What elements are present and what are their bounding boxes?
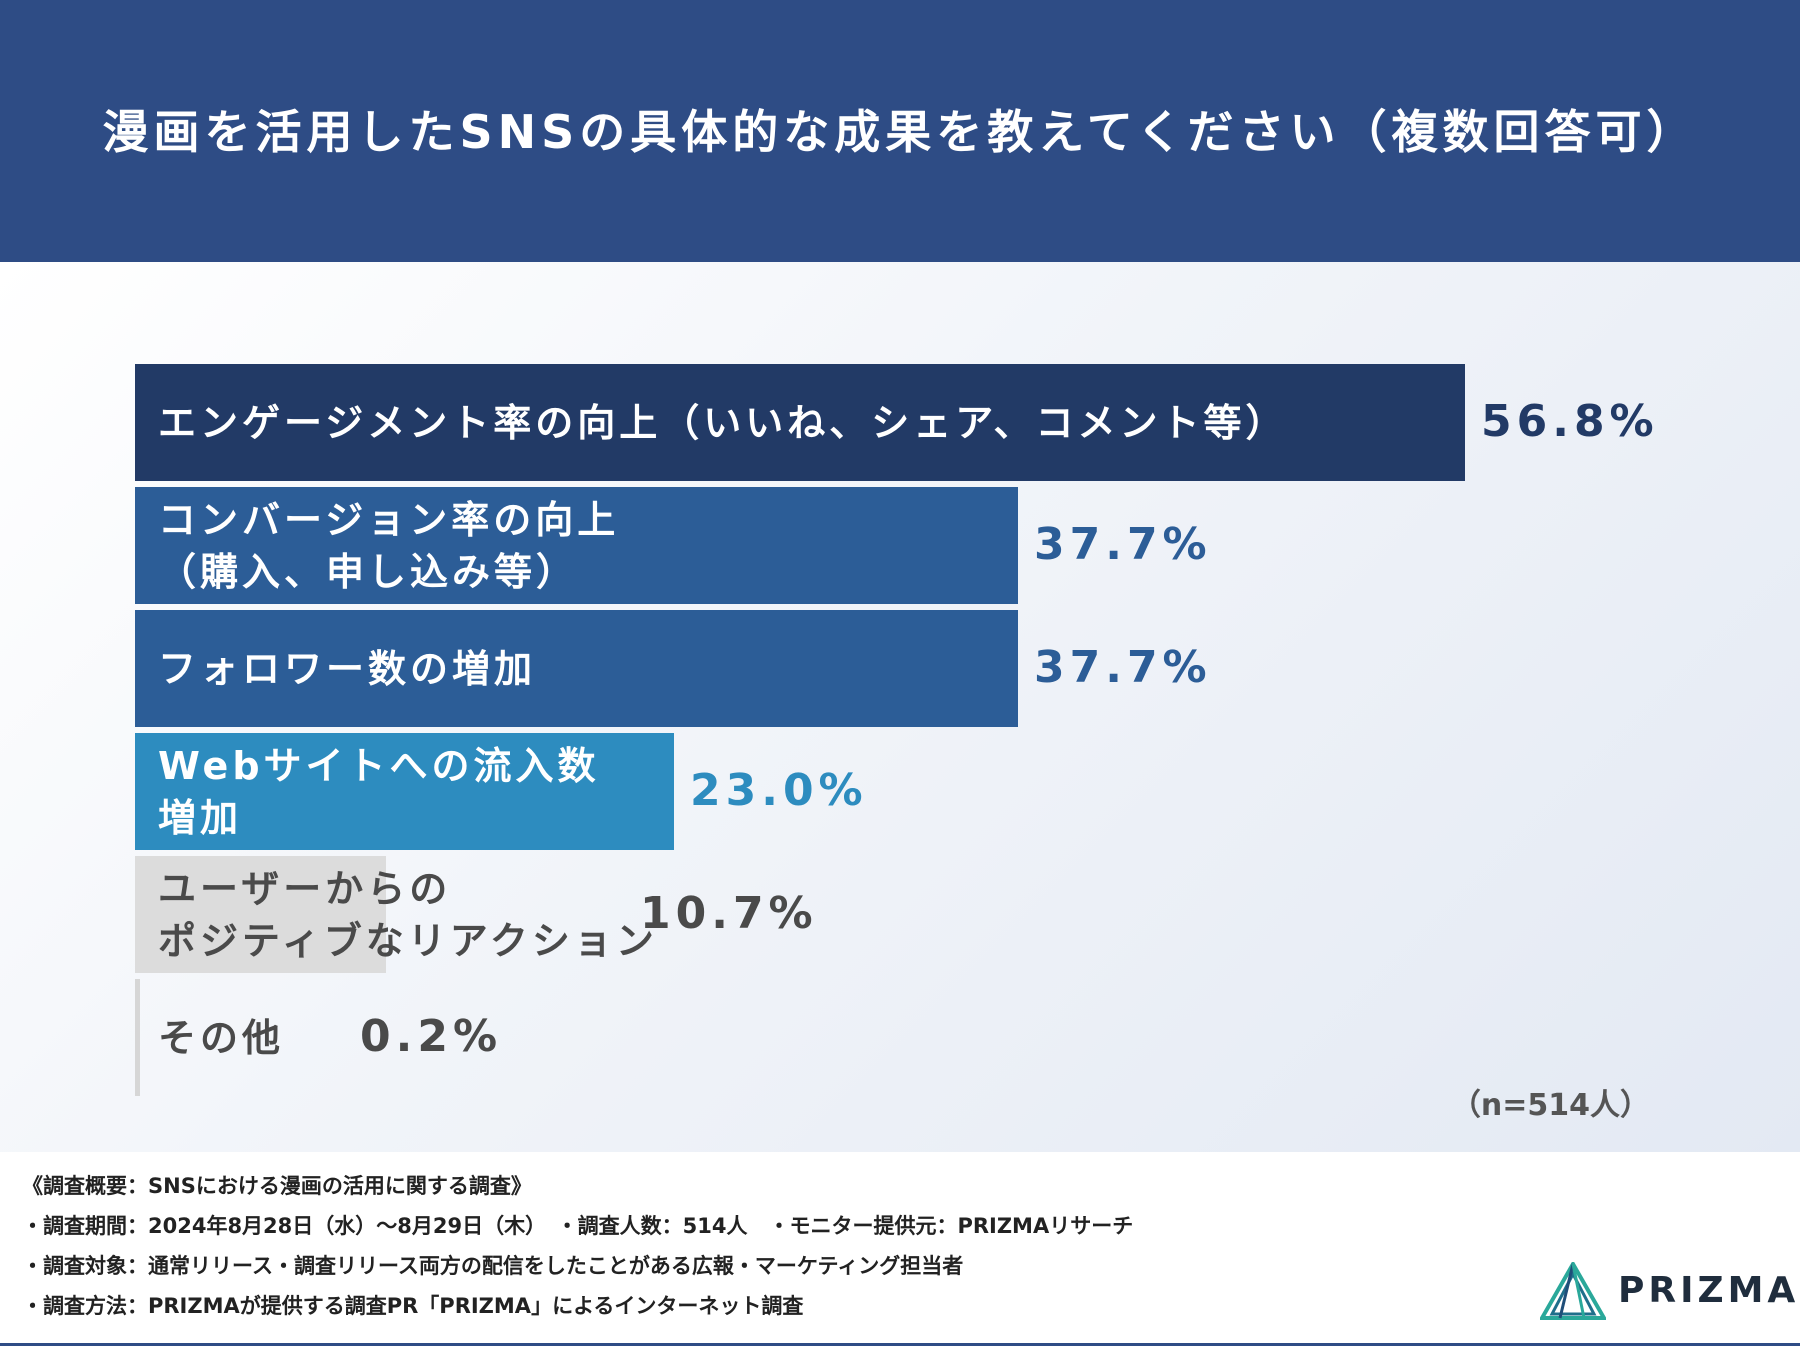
bar-value-4: 23.0%	[690, 764, 868, 816]
bar-label-6: その他	[158, 1015, 285, 1060]
bar-value-2: 37.7%	[1034, 518, 1212, 570]
bar-label-1: エンゲージメント率の向上（いいね、シェア、コメント等）	[158, 400, 1288, 445]
survey-target-line: ・調査対象：通常リリース・調査リリース両方の配信をしたことがある広報・マーケティ…	[22, 1254, 964, 1278]
bar-label-2: コンバージョン率の向上 （購入、申し込み等）	[158, 497, 620, 594]
bar-value-1: 56.8%	[1481, 395, 1659, 447]
logo-text: PRIZMA	[1618, 1270, 1800, 1311]
bar-label-5: ユーザーからの ポジティブなリアクション	[158, 866, 658, 963]
bar-6	[135, 979, 140, 1096]
bar-3	[135, 610, 1018, 727]
bar-5	[135, 856, 386, 973]
bar-value-5: 10.7%	[640, 887, 818, 939]
bar-1	[135, 364, 1465, 481]
bar-label-3: フォロワー数の増加	[158, 646, 537, 691]
survey-method-line: ・調査方法：PRIZMAが提供する調査PR「PRIZMA」によるインターネット調…	[22, 1294, 804, 1318]
bar-value-3: 37.7%	[1034, 641, 1212, 693]
bar-4	[135, 733, 674, 850]
prizma-logo: PRIZMA	[1538, 1259, 1795, 1322]
bar-label-4: Webサイトへの流入数 増加	[158, 743, 600, 840]
survey-title: 《調査概要：SNSにおける漫画の活用に関する調査》	[22, 1174, 532, 1198]
sample-size-note: （n=514人）	[1450, 1088, 1650, 1123]
bar-2	[135, 487, 1018, 604]
bottom-rule	[0, 1343, 1800, 1346]
footer: 《調査概要：SNSにおける漫画の活用に関する調査》 ・調査期間：2024年8月2…	[0, 1152, 1800, 1350]
survey-period-line: ・調査期間：2024年8月28日（水）～8月29日（木） ・調査人数：514人 …	[22, 1214, 1134, 1238]
prizm-triangle-icon	[1538, 1259, 1608, 1320]
page-title: 漫画を活用したSNSの具体的な成果を教えてください（複数回答可）	[102, 105, 1698, 159]
bar-value-6: 0.2%	[360, 1010, 503, 1062]
header-banner: 漫画を活用したSNSの具体的な成果を教えてください（複数回答可）	[0, 0, 1800, 262]
